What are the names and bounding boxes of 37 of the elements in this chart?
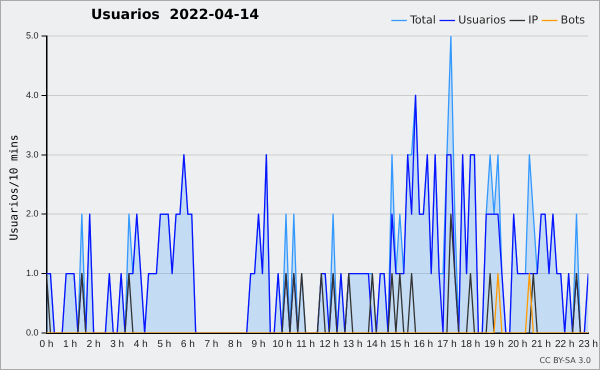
x-tick-label: 12 h <box>319 338 339 350</box>
x-tick-label: 9 h <box>252 338 266 350</box>
x-tick-label: 22 h <box>554 338 574 350</box>
y-tick-label: 4.0 <box>26 90 39 100</box>
x-tick-label: 5 h <box>157 338 172 350</box>
x-tick-label: 19 h <box>484 338 504 350</box>
x-tick-label: 6 h <box>180 338 195 350</box>
x-tick-label: 16 h <box>414 338 434 350</box>
legend-label: Usuarios <box>458 13 506 26</box>
x-tick-label: 8 h <box>228 338 242 350</box>
x-tick-label: 10 h <box>272 338 292 350</box>
x-tick-label: 7 h <box>204 338 218 350</box>
text: CC BY-SA 3.0 <box>539 356 591 365</box>
legend-label: Total <box>409 13 436 26</box>
x-tick-label: 3 h <box>110 338 124 350</box>
legend-label: IP <box>528 13 539 26</box>
x-tick-label: 18 h <box>460 338 480 350</box>
x-tick-label: 21 h <box>531 338 551 350</box>
x-tick-label: 1 h <box>63 338 78 350</box>
chart-title: Usuarios 2022-04-14 <box>91 7 260 23</box>
x-tick-label: 14 h <box>366 338 386 350</box>
x-tick-label: 23 h <box>578 338 598 350</box>
y-tick-label: 3.0 <box>26 149 39 160</box>
x-tick-label: 2 h <box>86 338 101 350</box>
x-tick-label: 13 h <box>342 338 362 350</box>
y-tick-label: 0.0 <box>26 327 39 338</box>
y-axis-title: Usuarios/10 mins <box>8 134 20 242</box>
y-tick-label: 2.0 <box>26 208 39 219</box>
x-tick-label: 4 h <box>134 338 148 350</box>
x-tick-label: 20 h <box>508 338 528 350</box>
legend-label: Bots <box>560 13 586 26</box>
x-tick-label: 0 h <box>40 338 54 350</box>
x-tick-label: 11 h <box>296 338 315 350</box>
y-tick-label: 1.0 <box>26 268 39 278</box>
y-tick-label: 5.0 <box>26 30 39 40</box>
x-tick-label: 15 h <box>390 338 410 350</box>
x-tick-label: 17 h <box>437 338 457 350</box>
